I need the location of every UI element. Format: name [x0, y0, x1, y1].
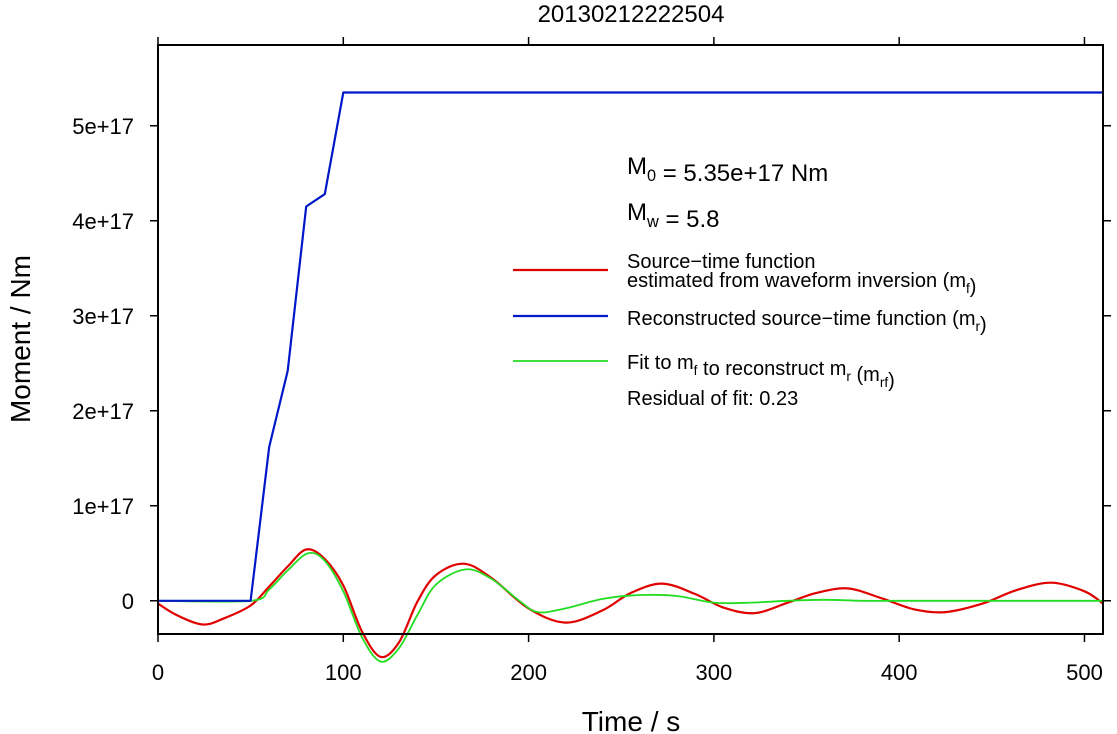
- chart-title: 20130212222504: [538, 1, 725, 28]
- x-tick-label: 400: [881, 660, 918, 685]
- series-line-mrf: [157, 552, 1103, 663]
- residual-annotation: Residual of fit: 0.23: [627, 388, 798, 410]
- y-tick-label: 5e+17: [72, 114, 134, 139]
- y-tick-label: 4e+17: [72, 209, 134, 234]
- x-tick-label: 0: [152, 660, 164, 685]
- plot-series: [157, 91, 1104, 663]
- legend-label-mr: Reconstructed source−time function (mr): [627, 308, 987, 336]
- x-axis-title: Time / s: [582, 706, 681, 734]
- y-axis: 0 1e+17 2e+17 3e+17 4e+17 5e+17: [72, 114, 1111, 614]
- legend-label-mrf: Fit to mf to reconstruct mr (mrf): [627, 352, 895, 392]
- y-tick-label: 2e+17: [72, 399, 134, 424]
- mw-annotation: Mw = 5.8: [627, 199, 720, 233]
- annotations: M0 = 5.35e+17 Nm Mw = 5.8 Residual of fit:…: [627, 153, 828, 410]
- x-tick-label: 300: [696, 660, 733, 685]
- x-tick-label: 200: [510, 660, 547, 685]
- m0-annotation: M0 = 5.35e+17 Nm: [627, 153, 828, 187]
- y-tick-label: 3e+17: [72, 304, 134, 329]
- y-tick-label: 1e+17: [72, 494, 134, 519]
- x-tick-label: 100: [325, 660, 362, 685]
- series-line-mr: [158, 91, 1103, 602]
- plot-frame: [157, 44, 1104, 635]
- series-line-mf: [157, 548, 1104, 659]
- legend-label-mf: Source−time function: [627, 251, 815, 273]
- x-tick-label: 500: [1066, 660, 1103, 685]
- y-axis-title: Moment / Nm: [5, 255, 36, 423]
- x-axis: 0 100 200 300 400 500: [152, 37, 1103, 685]
- y-tick-label: 0: [122, 589, 134, 614]
- legend-label-mf: estimated from waveform inversion (mf): [627, 270, 976, 298]
